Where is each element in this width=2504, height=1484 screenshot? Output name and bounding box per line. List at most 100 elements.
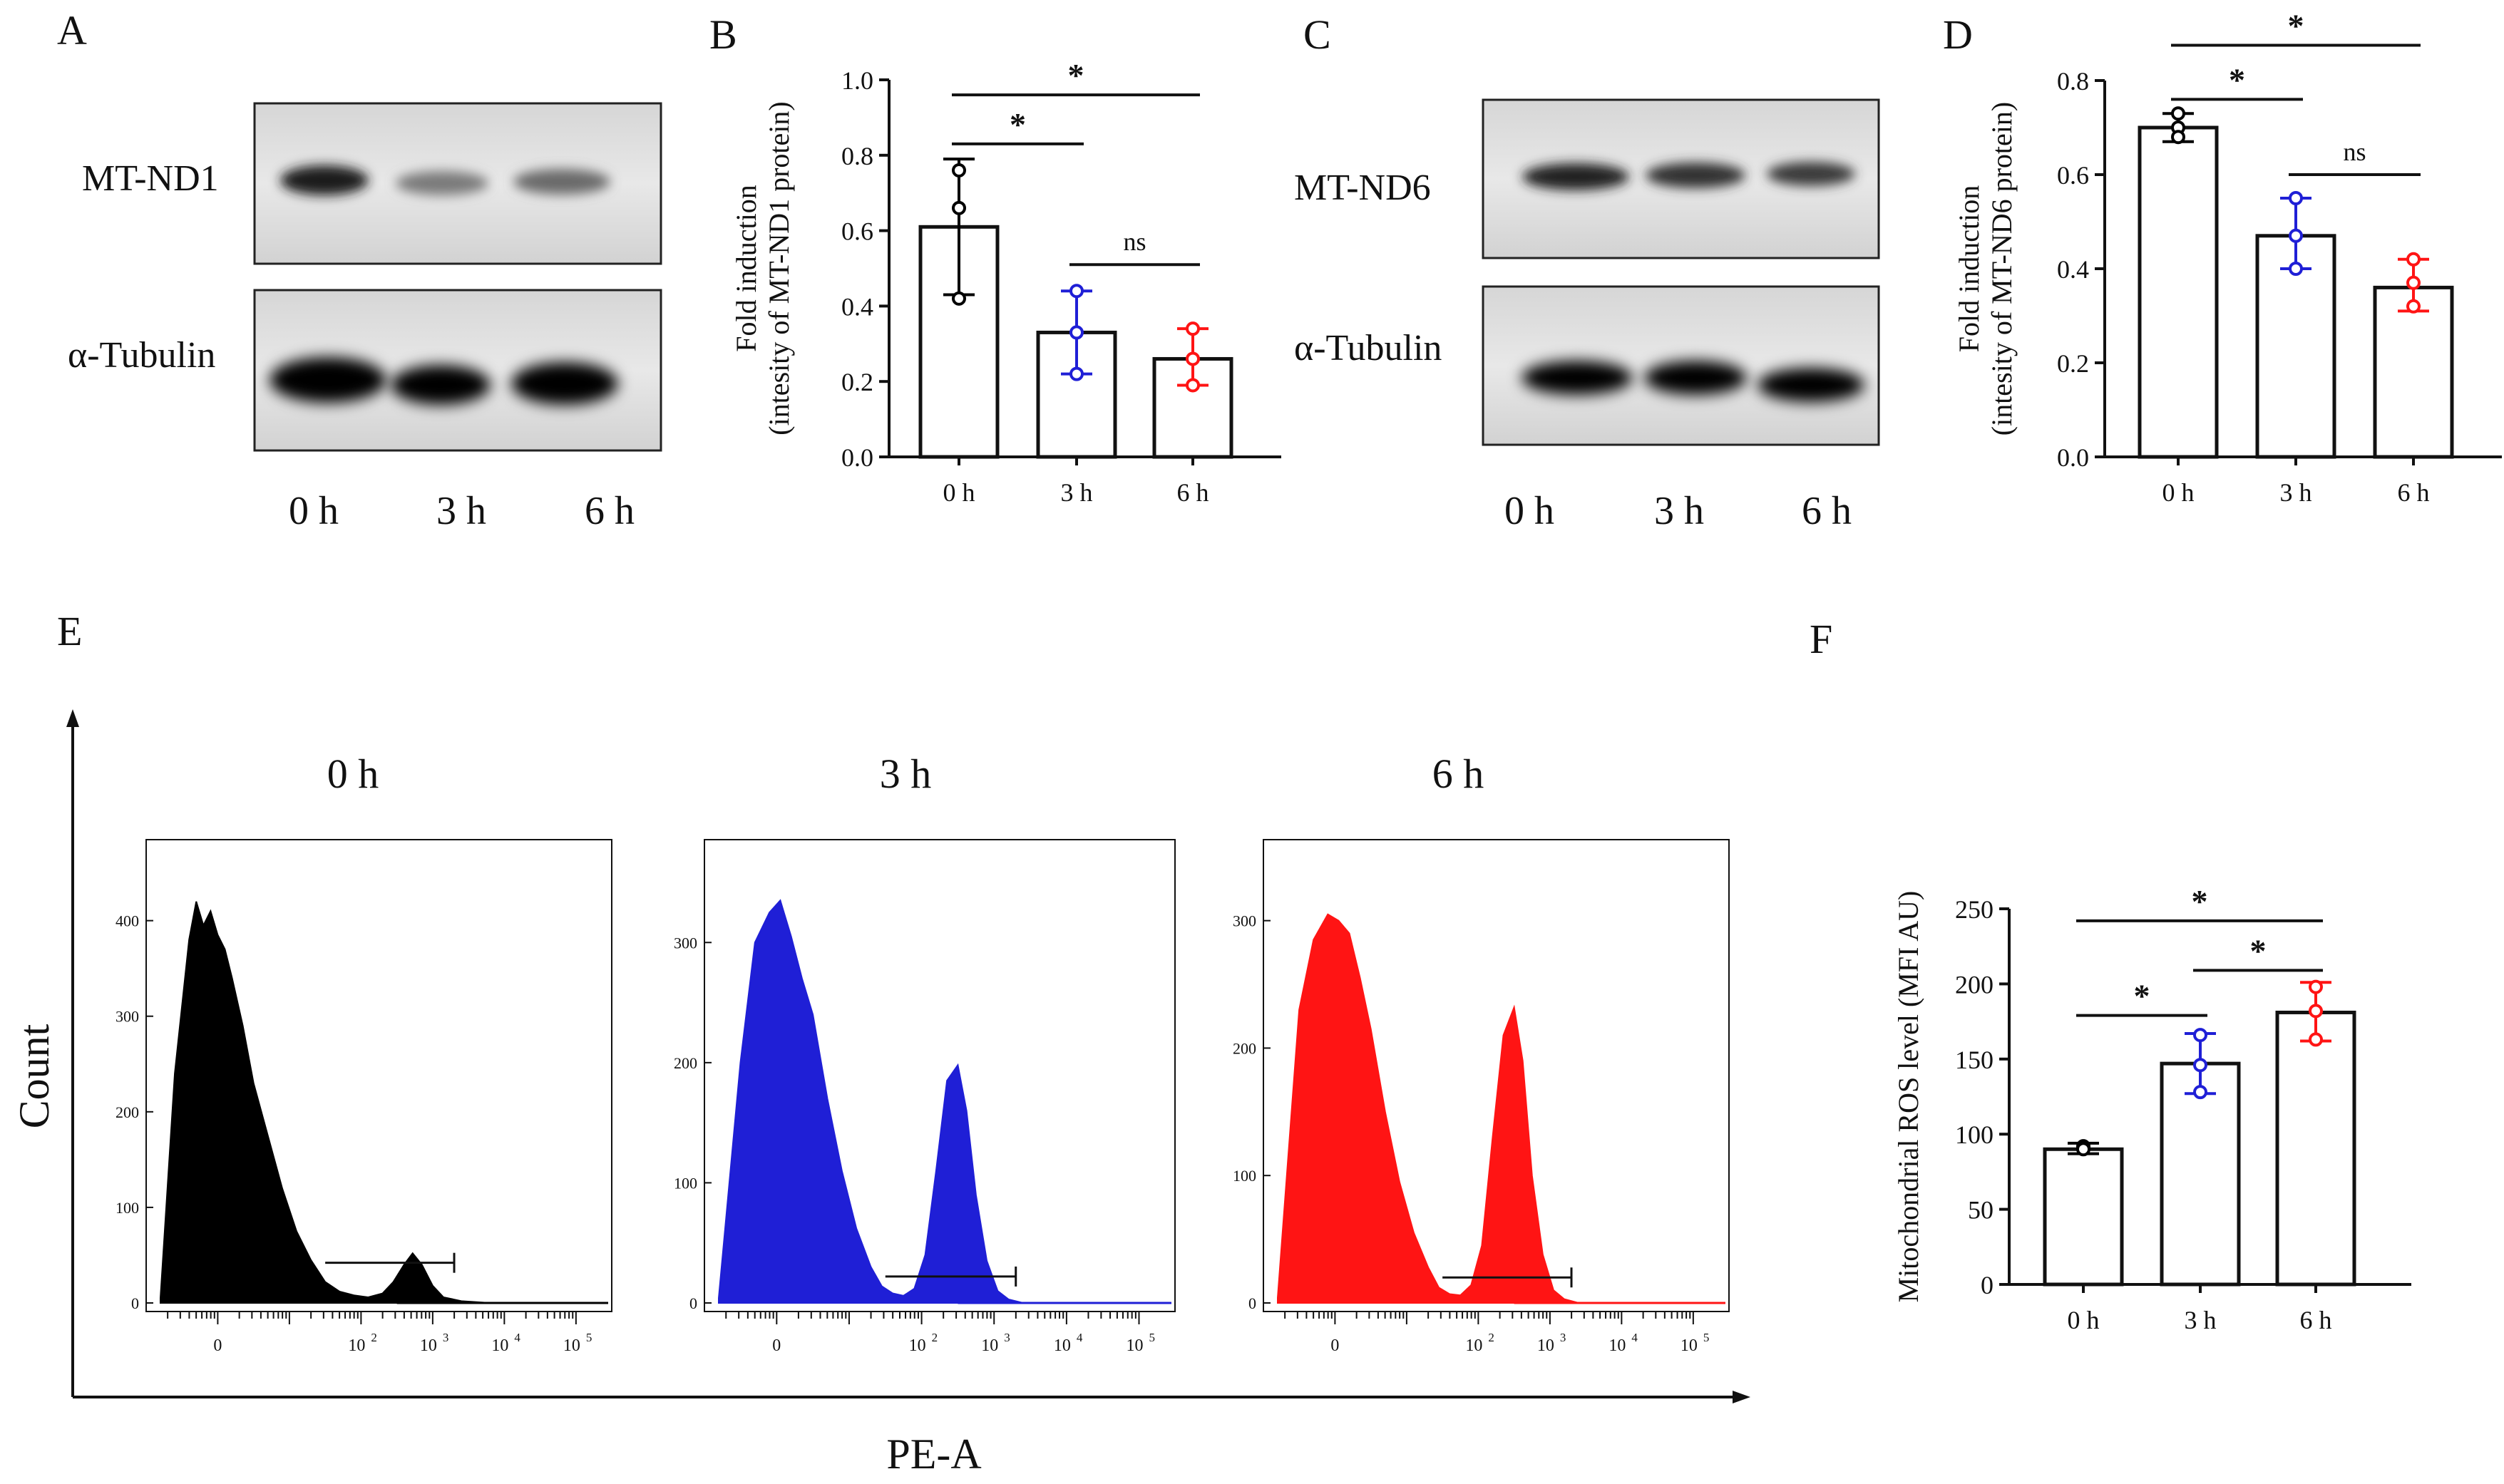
b-y-tick-label: 0.0 (841, 443, 873, 472)
blot-c-tubulin-3h (1644, 361, 1747, 395)
f-significance-label: * (2250, 932, 2267, 969)
f-bar-2 (2275, 1010, 2356, 1287)
f-data-point (2193, 1085, 2207, 1100)
b-y-tick-label: 1.0 (841, 66, 873, 95)
histogram-title-6h: 6 h (1432, 751, 1484, 797)
histogram-0h: 0 h 0 100 200 300 400 0 10 2 10 3 10 4 10 5 (116, 751, 612, 1355)
blot-a-tubulin-6h (511, 362, 618, 405)
d-y-tick-label: 0.4 (2057, 255, 2089, 284)
histogram-area-3h (718, 899, 1161, 1304)
histogram-title-0h: 0 h (327, 751, 379, 797)
blot-c-band-6h (1767, 162, 1855, 186)
blot-c-lane-label-6h: 6 h (1802, 489, 1852, 533)
blot-a-lane-label-6h: 6 h (585, 489, 635, 533)
d-y-tick-label: 0.2 (2057, 349, 2089, 378)
flow-outer-axes: PE-A Count (11, 709, 1750, 1478)
histogram-3h: 3 h 0 100 200 300 0 10 2 10 3 10 4 10 5 (674, 751, 1176, 1355)
histogram-x-tick-label-0h: 10 (563, 1336, 580, 1355)
d-x-tick-label: 3 h (2280, 478, 2312, 507)
b-y-tick-label: 0.4 (841, 292, 873, 321)
bar-chart-f: 0 50 100 150 200 250 0 h 3 h 6 h * * * Mitochondrial… (1892, 883, 2411, 1334)
panel-label-a: A (57, 7, 87, 53)
blot-c-band-3h (1646, 163, 1745, 188)
histogram-x-tick-label-0h: 10 (420, 1336, 437, 1355)
f-y-tick-label: 200 (1955, 970, 1994, 999)
d-y-tick-label: 0.6 (2057, 161, 2089, 190)
histogram-x-tick-label-0h: 10 (348, 1336, 365, 1355)
f-data-point (2193, 1028, 2207, 1043)
panel-label-b: B (709, 11, 737, 58)
histogram-y-tick-label-0h: 100 (116, 1199, 139, 1217)
histogram-x-tick-label-3h: 10 (909, 1336, 926, 1355)
histogram-x-tick-exponent-6h: 3 (1560, 1331, 1566, 1344)
blot-c-lane-label-0h: 0 h (1504, 489, 1554, 533)
blot-a-band-label-2: α-Tubulin (68, 335, 215, 376)
b-y-label-line1: Fold induction (730, 185, 762, 351)
f-y-tick-label: 0 (1981, 1271, 1994, 1299)
flow-x-label: PE-A (886, 1431, 981, 1478)
d-bar-2 (2373, 285, 2454, 459)
d-significance-label: * (2229, 61, 2245, 98)
d-significance-label: ns (2343, 138, 2366, 166)
d-data-point (2171, 106, 2185, 121)
f-bar-0 (2043, 1147, 2124, 1287)
histogram-y-tick-label-0h: 400 (116, 912, 139, 930)
f-x-tick-label: 0 h (2068, 1306, 2100, 1334)
d-data-point (2406, 299, 2421, 314)
histogram-area-0h (160, 901, 597, 1304)
b-data-point (1069, 284, 1084, 299)
western-blot-c: MT-ND6 α-Tubulin 0 h 3 h 6 h (1294, 98, 1880, 533)
histogram-y-tick-label-3h: 300 (674, 934, 697, 952)
blot-c-lane-label-3h: 3 h (1654, 489, 1704, 533)
histogram-y-tick-label-0h: 200 (116, 1103, 139, 1121)
histogram-x-tick-exponent-0h: 4 (514, 1331, 520, 1344)
d-significance-label: * (2288, 8, 2304, 44)
panel-label-f: F (1810, 616, 1832, 662)
d-y-tick-label: 0.8 (2057, 67, 2089, 96)
histogram-y-tick-label-6h: 200 (1233, 1039, 1256, 1057)
blot-a-lane-label-3h: 3 h (436, 489, 486, 533)
histogram-x-tick-exponent-3h: 3 (1004, 1331, 1010, 1344)
f-y-tick-label: 50 (1968, 1196, 1994, 1225)
f-significance-label: * (2134, 978, 2150, 1014)
d-data-point (2289, 262, 2303, 276)
b-y-tick-label: 0.8 (841, 142, 873, 170)
blot-a-band-3h (396, 171, 488, 195)
blot-a-tubulin-3h (391, 365, 491, 405)
western-blot-a: MT-ND1 α-Tubulin 0 h 3 h 6 h (68, 102, 662, 533)
f-data-point (2309, 979, 2323, 994)
histogram-x-tick-exponent-6h: 4 (1631, 1331, 1638, 1344)
panel-label-d: D (1943, 11, 1973, 58)
b-data-point (1069, 366, 1084, 381)
d-y-label-line2: (intesity of MT-ND6 protein) (1986, 102, 2018, 436)
b-data-point (952, 291, 966, 306)
histogram-x-tick-exponent-6h: 2 (1488, 1331, 1494, 1344)
histogram-x-tick-label-6h: 0 (1330, 1336, 1339, 1355)
f-data-point (2309, 1004, 2323, 1019)
f-y-tick-label: 100 (1955, 1120, 1994, 1149)
b-data-point (1186, 378, 1200, 393)
blot-c-band-label-2: α-Tubulin (1294, 328, 1442, 369)
histogram-x-tick-label-3h: 0 (772, 1336, 781, 1355)
d-x-tick-label: 0 h (2162, 478, 2195, 507)
histogram-y-tick-label-0h: 0 (131, 1294, 139, 1312)
f-data-point (2309, 1032, 2323, 1047)
blot-a-band-6h (513, 169, 610, 195)
bar-chart-d: 0.0 0.2 0.4 0.6 0.8 0 h 3 h 6 h * * ns Fold inducti… (1953, 8, 2502, 507)
d-x-tick-label: 6 h (2398, 478, 2430, 507)
b-y-tick-label: 0.2 (841, 368, 873, 396)
b-y-label-line2: (intesity of MT-ND1 protein) (763, 101, 795, 435)
flow-x-axis-arrow (1733, 1391, 1750, 1403)
d-y-label-line1: Fold induction (1953, 185, 1985, 352)
histogram-x-tick-label-3h: 10 (1127, 1336, 1144, 1355)
histogram-x-tick-exponent-0h: 2 (371, 1331, 377, 1344)
f-data-point (2076, 1142, 2090, 1157)
histogram-x-tick-label-6h: 10 (1681, 1336, 1698, 1355)
histogram-y-tick-label-6h: 100 (1233, 1167, 1256, 1185)
d-data-point (2289, 191, 2303, 205)
d-bar-0 (2138, 125, 2219, 459)
histogram-x-tick-exponent-6h: 5 (1703, 1331, 1710, 1344)
histogram-x-tick-label-6h: 10 (1465, 1336, 1482, 1355)
f-y-tick-label: 250 (1955, 895, 1994, 924)
